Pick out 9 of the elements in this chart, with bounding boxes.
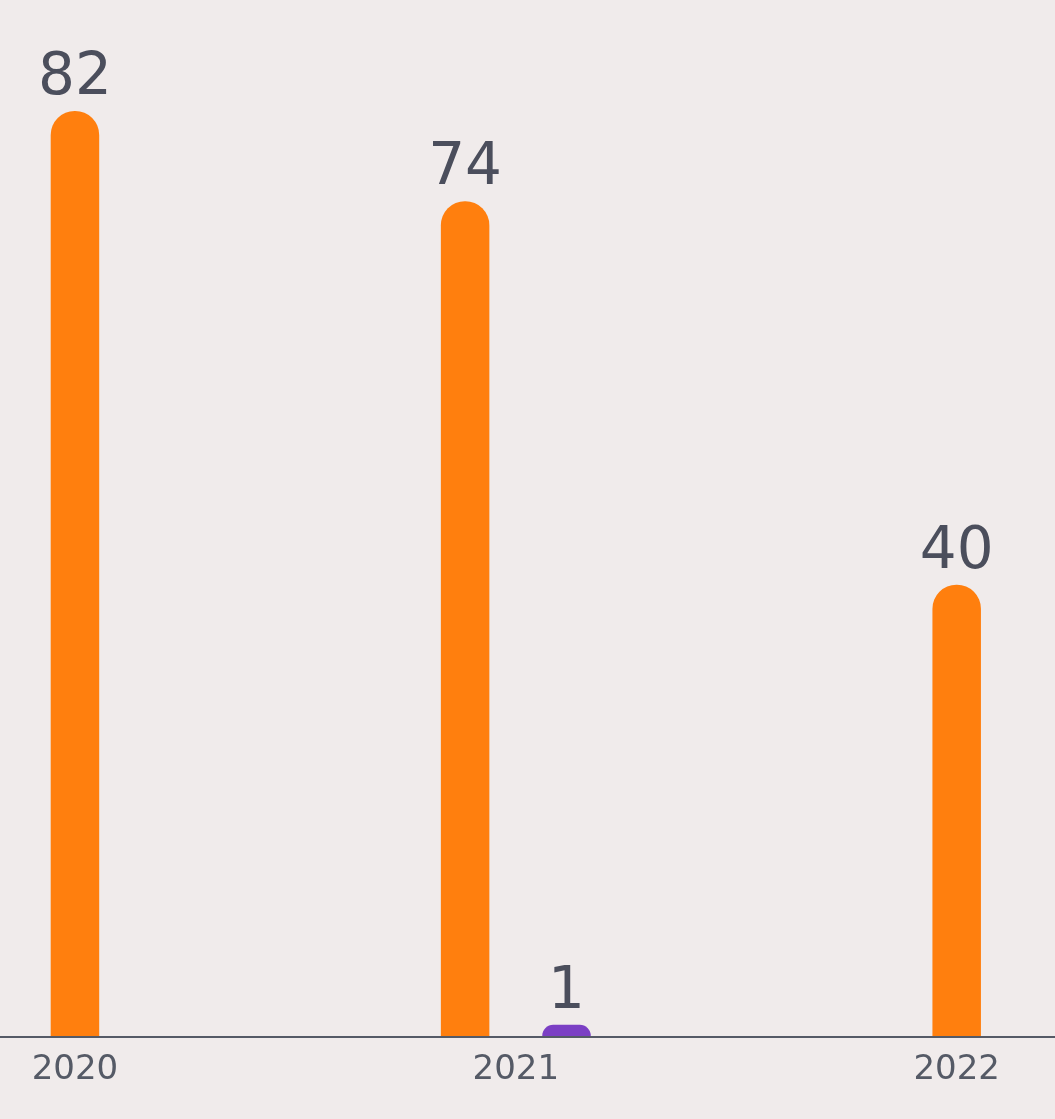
x-tick-label: 2020	[31, 1046, 119, 1087]
data-label: 40	[919, 513, 994, 582]
bar	[50, 111, 100, 1036]
x-tick-label: 2021	[472, 1046, 560, 1087]
data-label: 82	[38, 40, 112, 108]
data-label: 1	[548, 953, 585, 1022]
data-label: 74	[428, 130, 503, 199]
x-tick-label: 2022	[913, 1046, 1000, 1087]
bar	[932, 584, 981, 1036]
